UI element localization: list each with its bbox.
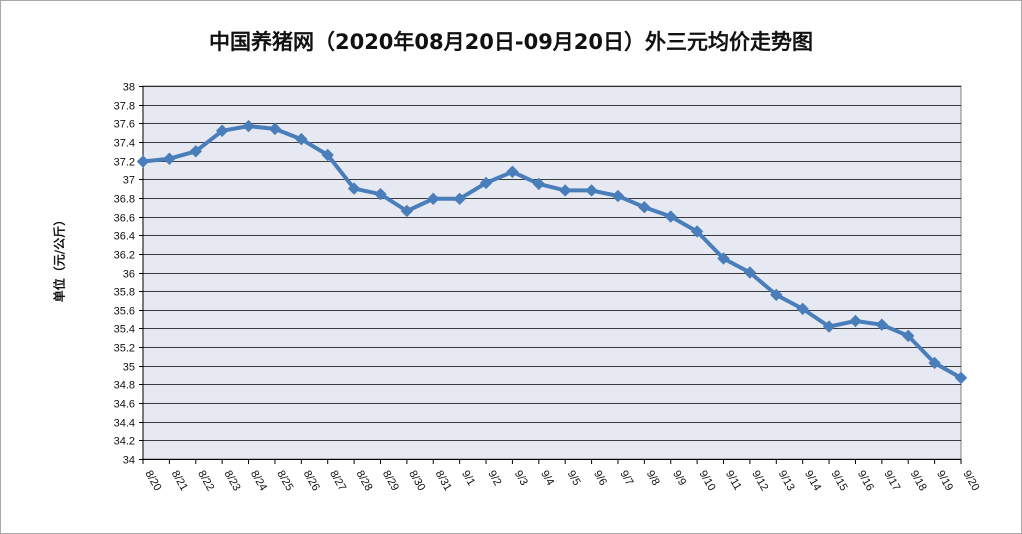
y-tick-label: 35.6 — [114, 306, 135, 318]
data-point-marker — [690, 225, 704, 238]
y-tick-label: 34 — [123, 455, 135, 467]
y-tick-label: 37.6 — [114, 119, 135, 131]
data-point-marker — [849, 314, 862, 328]
y-tick-label: 34.6 — [114, 399, 135, 411]
x-tick-label: 9/12 — [749, 469, 770, 494]
x-tick-label: 8/26 — [301, 469, 322, 494]
data-point-marker — [242, 119, 255, 133]
y-tick-label: 37.8 — [114, 101, 135, 113]
y-tick-label: 35.8 — [114, 287, 135, 299]
data-point-marker — [770, 288, 783, 302]
x-tick-label: 9/6 — [591, 469, 609, 488]
data-point-marker — [347, 182, 361, 195]
x-tick-label: 8/29 — [380, 469, 401, 494]
x-axis-ticks: 8/20 8/21 8/22 8/23 8/24 8/25 8/26 8/27 8/28 8/29… — [142, 459, 982, 494]
data-point-marker — [295, 132, 308, 146]
data-point-marker — [268, 122, 282, 136]
y-tick-label: 36 — [123, 269, 135, 281]
data-point-marker — [743, 266, 757, 279]
data-point-marker — [875, 318, 889, 331]
x-tick-label: 9/14 — [802, 469, 823, 494]
x-tick-label: 9/13 — [776, 469, 797, 494]
x-tick-label: 8/22 — [195, 469, 216, 494]
x-tick-label: 8/23 — [222, 469, 243, 494]
y-tick-label: 37.2 — [114, 157, 135, 169]
y-tick-label: 35.4 — [114, 324, 135, 336]
data-point-marker — [954, 371, 968, 385]
y-tick-label: 36.4 — [114, 231, 135, 243]
data-point-marker — [163, 152, 176, 165]
x-tick-label: 9/9 — [670, 469, 688, 488]
y-tick-label: 36.2 — [114, 250, 135, 262]
data-point-marker — [664, 210, 677, 223]
data-point-marker — [585, 184, 598, 197]
data-point-marker — [532, 177, 546, 191]
data-point-marker — [611, 189, 625, 203]
y-tick-label: 36.8 — [114, 194, 135, 206]
data-point-marker — [479, 176, 493, 190]
x-tick-label: 8/24 — [248, 469, 269, 494]
data-point-marker — [928, 356, 941, 370]
x-tick-label: 9/18 — [908, 469, 929, 494]
x-tick-label: 9/1 — [459, 469, 477, 488]
y-tick-label: 37.4 — [114, 138, 135, 150]
plot-area — [142, 85, 962, 460]
data-point-marker — [400, 204, 414, 218]
data-point-marker — [796, 302, 809, 316]
data-point-marker — [374, 187, 387, 201]
x-tick-label: 9/20 — [960, 469, 981, 494]
y-axis-ticks: 34 34.2 34.4 34.6 34.8 35 35.2 35.4 35.6 35.8 36 36… — [114, 82, 144, 467]
x-tick-label: 9/5 — [565, 469, 583, 488]
x-tick-label: 8/25 — [274, 469, 295, 494]
data-point-marker — [189, 145, 202, 158]
data-point-marker — [558, 184, 572, 197]
data-point-marker — [902, 329, 915, 343]
x-tick-label: 9/3 — [512, 469, 530, 488]
data-point-marker — [506, 165, 519, 178]
x-tick-label: 8/21 — [169, 469, 190, 494]
y-tick-label: 38 — [123, 82, 135, 94]
y-tick-label: 34.8 — [114, 380, 135, 392]
x-tick-label: 9/17 — [881, 469, 902, 494]
x-tick-label: 9/4 — [538, 469, 556, 488]
data-point-marker — [717, 252, 730, 265]
x-tick-label: 9/11 — [723, 469, 744, 493]
x-tick-label: 8/28 — [353, 469, 374, 494]
x-tick-label: 8/31 — [433, 469, 454, 494]
x-tick-label: 9/8 — [644, 469, 662, 488]
x-tick-label: 9/15 — [828, 469, 849, 494]
x-tick-label: 8/20 — [142, 469, 163, 494]
x-tick-label: 9/16 — [855, 469, 876, 494]
x-tick-label: 8/30 — [406, 469, 427, 494]
x-tick-label: 8/27 — [327, 469, 348, 494]
y-tick-label: 34.2 — [114, 436, 135, 448]
y-tick-label: 34.4 — [114, 418, 135, 430]
y-tick-label: 37 — [123, 175, 135, 187]
y-tick-label: 35 — [123, 362, 135, 374]
data-point-marker — [321, 148, 334, 162]
data-point-marker — [427, 192, 440, 206]
data-point-marker — [638, 201, 651, 214]
chart-title: 中国养猪网（2020年08月20日-09月20日）外三元均价走势图 — [208, 30, 814, 54]
y-tick-label: 36.6 — [114, 213, 135, 225]
x-tick-label: 9/10 — [697, 469, 718, 494]
data-point-marker — [453, 192, 466, 206]
data-point-marker — [136, 155, 150, 168]
data-point-marker — [215, 124, 229, 137]
x-tick-label: 9/7 — [617, 469, 635, 488]
grid-lines — [143, 86, 961, 460]
x-tick-label: 9/2 — [485, 469, 503, 488]
data-point-marker — [822, 320, 836, 333]
series-markers — [136, 119, 968, 385]
y-tick-label: 35.2 — [114, 343, 135, 355]
x-tick-label: 9/19 — [934, 469, 955, 494]
